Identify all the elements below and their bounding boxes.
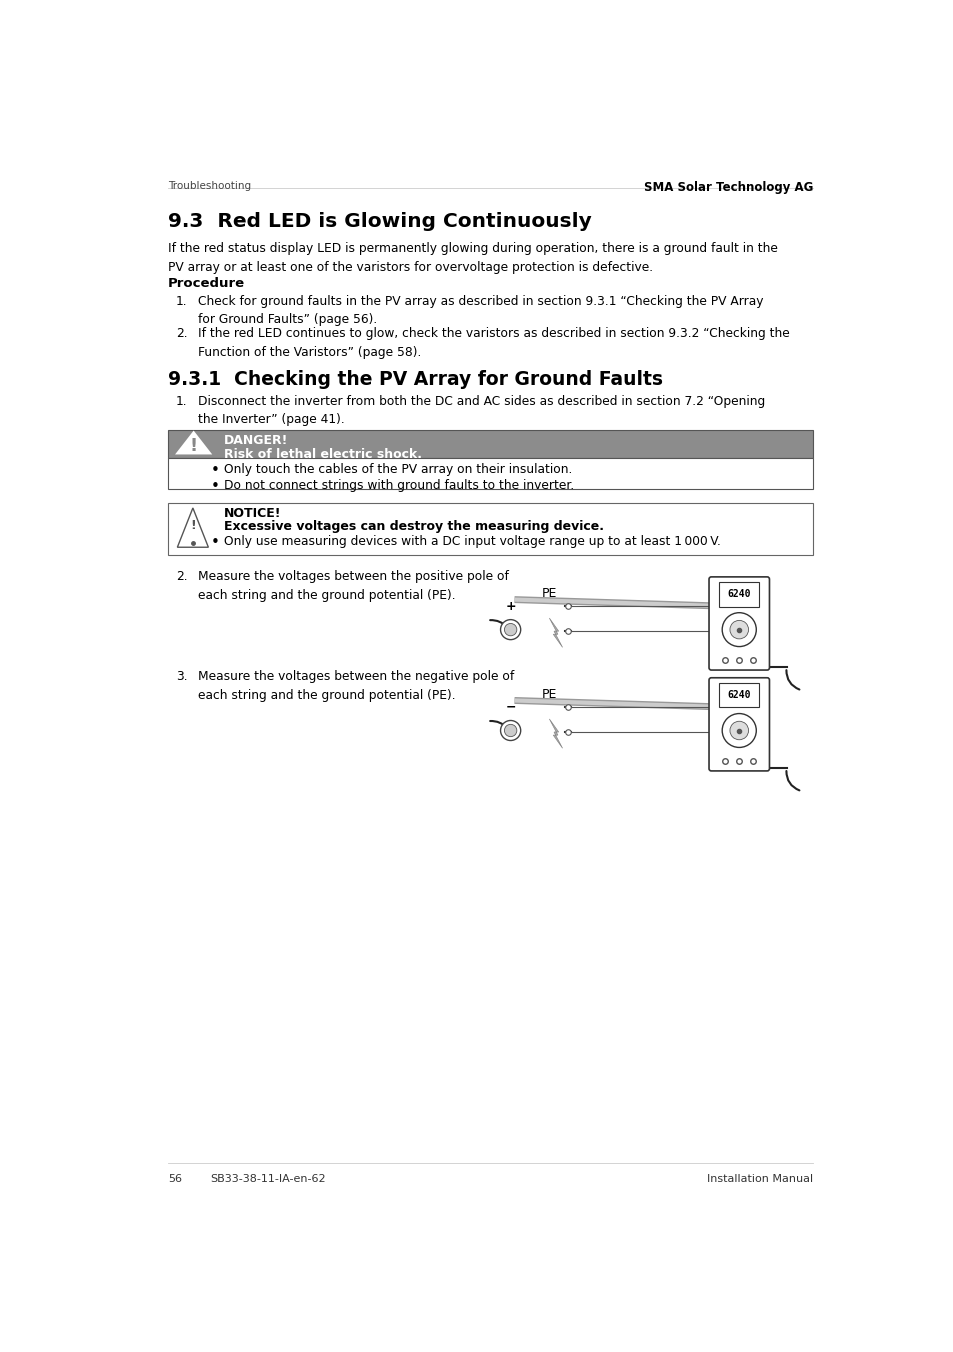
Text: •: • [211, 464, 219, 479]
Text: 56: 56 [168, 1174, 182, 1184]
Text: Disconnect the inverter from both the DC and AC sides as described in section 7.: Disconnect the inverter from both the DC… [197, 395, 764, 426]
Text: Excessive voltages can destroy the measuring device.: Excessive voltages can destroy the measu… [224, 521, 603, 533]
Polygon shape [174, 430, 212, 454]
Bar [719, 683, 759, 707]
Text: Installation Manual: Installation Manual [706, 1174, 812, 1184]
Text: Only touch the cables of the PV array on their insulation.: Only touch the cables of the PV array on… [224, 464, 572, 476]
Text: 1.: 1. [175, 395, 187, 408]
Text: PE: PE [541, 587, 557, 600]
Text: Measure the voltages between the negative pole of
each string and the ground pot: Measure the voltages between the negativ… [197, 671, 514, 702]
Text: 9.3.1  Checking the PV Array for Ground Faults: 9.3.1 Checking the PV Array for Ground F… [168, 370, 662, 389]
Circle shape [500, 619, 520, 639]
Bar [168, 430, 812, 458]
Circle shape [729, 621, 748, 639]
Text: 1.: 1. [175, 295, 187, 308]
Circle shape [504, 725, 517, 737]
Text: 3.: 3. [175, 671, 187, 684]
Text: 9.3  Red LED is Glowing Continuously: 9.3 Red LED is Glowing Continuously [168, 211, 591, 231]
Circle shape [721, 612, 756, 646]
Text: Procedure: Procedure [168, 277, 245, 289]
Text: Risk of lethal electric shock.: Risk of lethal electric shock. [224, 448, 421, 461]
FancyBboxPatch shape [708, 577, 769, 671]
Text: Check for ground faults in the PV array as described in section 9.3.1 “Checking : Check for ground faults in the PV array … [197, 295, 762, 326]
Circle shape [504, 623, 517, 635]
Text: 2.: 2. [175, 571, 187, 583]
Text: •: • [211, 479, 219, 493]
Circle shape [729, 721, 748, 740]
Text: If the red status display LED is permanently glowing during operation, there is : If the red status display LED is permane… [168, 242, 777, 274]
Text: Do not connect strings with ground faults to the inverter.: Do not connect strings with ground fault… [224, 479, 574, 492]
Text: SB33-38-11-IA-en-62: SB33-38-11-IA-en-62 [211, 1174, 326, 1184]
Text: SMA Solar Technology AG: SMA Solar Technology AG [643, 181, 812, 193]
Text: Troubleshooting: Troubleshooting [168, 181, 251, 191]
FancyBboxPatch shape [708, 677, 769, 771]
Text: DANGER!: DANGER! [224, 434, 288, 448]
Text: −: − [505, 700, 516, 714]
Bar [168, 503, 812, 554]
Circle shape [721, 714, 756, 748]
Text: 2.: 2. [175, 327, 187, 339]
Text: If the red LED continues to glow, check the varistors as described in section 9.: If the red LED continues to glow, check … [197, 327, 788, 358]
Text: Only use measuring devices with a DC input voltage range up to at least 1 000 V.: Only use measuring devices with a DC inp… [224, 535, 720, 548]
Bar [168, 458, 812, 489]
Text: 6240: 6240 [727, 690, 750, 700]
Text: •: • [211, 535, 219, 550]
Bar [719, 581, 759, 607]
Polygon shape [177, 508, 208, 548]
Circle shape [500, 721, 520, 741]
Polygon shape [549, 618, 562, 648]
Polygon shape [549, 719, 562, 748]
Text: PE: PE [541, 688, 557, 700]
Text: !: ! [190, 519, 195, 531]
Text: +: + [505, 600, 516, 612]
Text: NOTICE!: NOTICE! [224, 507, 281, 521]
Text: 6240: 6240 [727, 589, 750, 599]
Text: Measure the voltages between the positive pole of
each string and the ground pot: Measure the voltages between the positiv… [197, 571, 508, 602]
Text: !: ! [190, 437, 197, 454]
